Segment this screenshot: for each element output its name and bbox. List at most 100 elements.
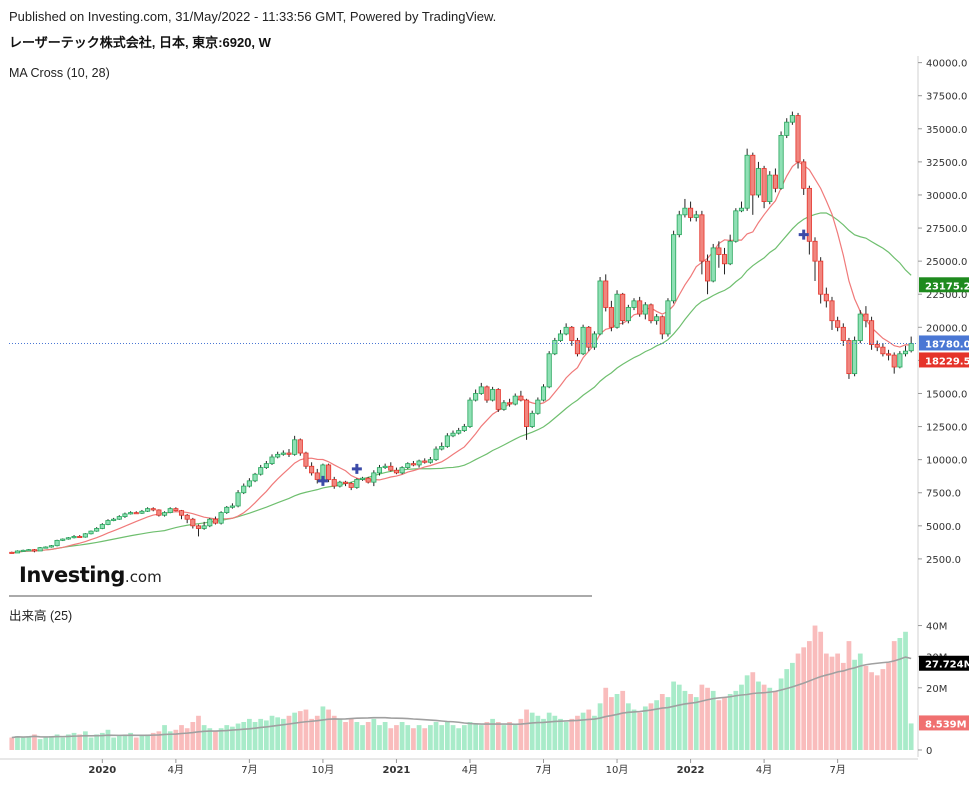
candle-body: [371, 472, 377, 483]
candle: [546, 351, 552, 389]
volume-bar: [569, 718, 575, 750]
candle-body: [427, 459, 433, 463]
candle: [224, 505, 230, 514]
volume-bar: [495, 722, 501, 750]
candle: [173, 507, 179, 512]
candle-body: [116, 516, 122, 520]
price-tick-label: 2500.0: [926, 555, 961, 566]
candle: [195, 524, 202, 537]
candle-body: [699, 214, 705, 262]
volume-bar: [575, 715, 580, 750]
volume-bar: [874, 675, 880, 750]
volume-bar: [716, 700, 722, 750]
candle: [614, 290, 620, 329]
candle-body: [654, 316, 660, 322]
candle-body: [444, 435, 450, 447]
candle-body: [416, 460, 422, 466]
candle-body: [772, 174, 778, 189]
volume-bar: [535, 715, 541, 750]
time-tick-label: 2021: [383, 765, 411, 776]
candle: [801, 159, 807, 195]
candle: [631, 298, 637, 311]
candle: [246, 478, 252, 488]
candle-body: [60, 538, 66, 541]
candle: [405, 462, 411, 469]
candle: [603, 274, 609, 312]
candle-body: [410, 463, 416, 466]
candle-body: [229, 505, 235, 508]
candle: [292, 435, 298, 456]
candle-body: [721, 254, 728, 265]
volume-bar: [518, 718, 524, 750]
volume-bar: [377, 725, 382, 750]
volume-bar: [360, 725, 365, 750]
candle-body: [111, 518, 117, 521]
volume-bar: [541, 718, 546, 750]
candle-body: [184, 514, 190, 520]
volume-bar: [196, 715, 201, 750]
candle: [789, 111, 795, 125]
candle-body: [207, 518, 213, 527]
volume-bar: [32, 734, 37, 750]
volume-bar: [139, 736, 145, 750]
candle-body: [614, 293, 620, 328]
volume-bar: [908, 723, 914, 750]
price-tick-label: 30000.0: [926, 191, 967, 202]
candle: [116, 515, 122, 520]
candle: [280, 450, 286, 456]
candle-body: [891, 354, 897, 368]
candle-body: [337, 481, 343, 487]
volume-bar: [71, 732, 77, 750]
volume-bar: [411, 728, 416, 750]
candle-body: [591, 333, 597, 348]
price-badge: 23175.2: [919, 277, 971, 293]
volume-bar: [258, 718, 264, 750]
candle-body: [405, 463, 411, 468]
candle-body: [167, 508, 173, 513]
candle-body: [665, 300, 671, 335]
volume-bar: [795, 653, 801, 750]
time-tick-label: 4月: [462, 764, 478, 776]
volume-bar: [263, 720, 269, 750]
price-badge-label: 18780.0: [925, 339, 971, 350]
candle-body: [331, 479, 337, 487]
candle-body: [71, 536, 77, 539]
volume-bar: [461, 725, 467, 750]
candle-body: [795, 115, 801, 163]
volume-bar: [580, 712, 586, 750]
volume-bar: [631, 709, 637, 750]
candle-body: [512, 395, 518, 405]
candle: [704, 254, 711, 295]
candle: [648, 303, 654, 324]
volume-bar: [806, 641, 812, 750]
candle: [846, 337, 852, 379]
candle-body: [224, 506, 230, 513]
candle-body: [676, 214, 682, 236]
candle-body: [354, 479, 360, 488]
candle: [235, 490, 241, 508]
candle-body: [133, 512, 139, 515]
candle: [688, 201, 694, 222]
candle: [818, 257, 824, 304]
candle-body: [26, 549, 32, 552]
candle: [156, 509, 162, 517]
candle-body: [326, 464, 332, 480]
candle-body: [874, 344, 880, 348]
candle: [682, 198, 688, 218]
candle: [71, 535, 77, 539]
volume-bar: [66, 734, 71, 750]
candle-body: [303, 452, 309, 467]
volume-bar: [473, 723, 479, 750]
volume-bar: [99, 732, 105, 750]
candle: [540, 384, 547, 402]
candle-body: [580, 326, 586, 355]
candle: [326, 463, 332, 483]
published-notice: Published on Investing.com, 31/May/2022 …: [9, 9, 497, 24]
candle: [580, 324, 586, 356]
candle-body: [761, 168, 767, 202]
volume-bar: [478, 725, 484, 750]
volume-bar: [365, 722, 371, 750]
volume-bar: [529, 712, 535, 750]
